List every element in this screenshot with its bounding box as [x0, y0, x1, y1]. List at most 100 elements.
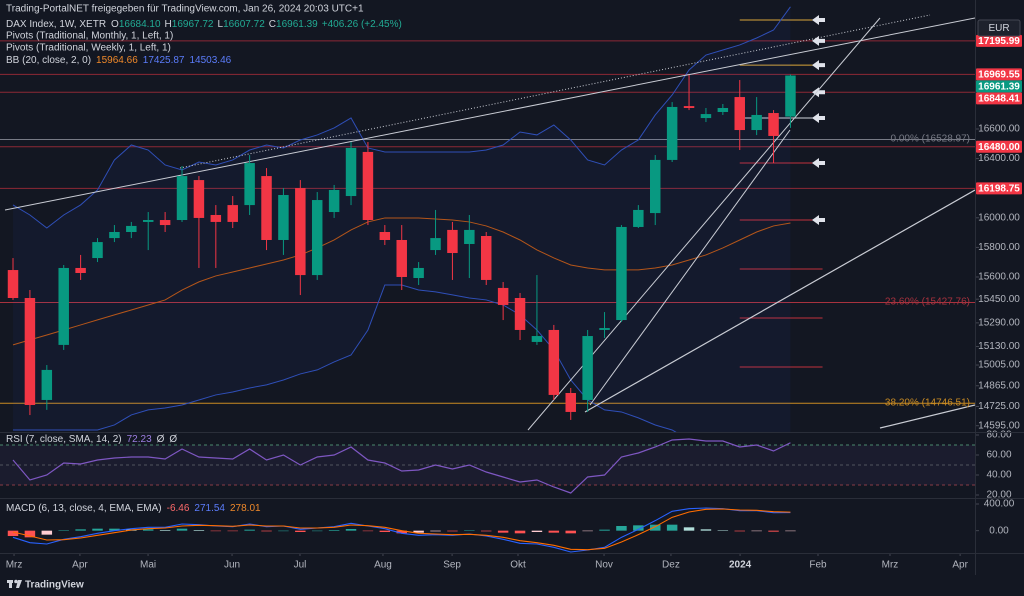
macd-histogram-bar: [328, 530, 340, 531]
y-tick-label: 14725.00: [978, 401, 1020, 412]
x-tick-label: Nov: [595, 560, 613, 571]
price-pane: [0, 6, 975, 432]
signal-line: [12, 508, 791, 551]
macd-histogram-bar: [514, 530, 526, 534]
macd-histogram-bar: [531, 530, 543, 532]
candle-body: [616, 226, 627, 321]
candles: [7, 74, 796, 420]
change: +406.26 (+2.45%): [322, 19, 402, 30]
y-tick-label: 15800.00: [978, 242, 1020, 253]
rsi-extra: Ø: [169, 434, 177, 445]
candle-body: [210, 214, 222, 222]
macd-histogram-bar: [650, 524, 661, 531]
y-tick-label: 15005.00: [978, 360, 1020, 371]
field-key: O: [111, 19, 119, 30]
legend-pivots-weekly: Pivots (Traditional, Weekly, 1, Left, 1): [6, 43, 171, 54]
price-label-box: [976, 34, 1022, 47]
x-tick-label: 2024: [729, 560, 752, 571]
candle-body: [92, 242, 103, 259]
macd-y-tick-label: 0.00: [989, 525, 1009, 536]
candle-body: [531, 336, 543, 342]
candle-body: [480, 235, 492, 280]
candle-body: [328, 189, 340, 213]
macd-histogram-bar: [142, 529, 154, 531]
candle-body: [396, 239, 407, 277]
macd-histogram-bar: [58, 530, 69, 531]
x-tick-label: Dez: [662, 560, 680, 571]
candle-body: [311, 200, 323, 276]
macd-histogram-bar: [210, 530, 222, 532]
candle-body: [109, 232, 120, 239]
macd-histogram-bar: [447, 530, 458, 532]
bb-upper: [12, 6, 791, 229]
candle-body: [126, 225, 137, 233]
macd-histogram-bar: [261, 530, 272, 532]
field-key: C: [269, 19, 276, 30]
macd-histogram-bar: [295, 530, 306, 532]
macd-histogram-bar: [109, 528, 120, 531]
candle-body: [193, 180, 205, 218]
x-tick-label: Aug: [374, 560, 392, 571]
trendline: [589, 129, 791, 406]
trendline: [4, 17, 975, 211]
currency[interactable]: EUR: [988, 23, 1009, 34]
candle-body: [717, 107, 729, 112]
y-tick-label: 16600.00: [978, 124, 1020, 135]
candle-body: [751, 114, 762, 131]
axes: 16600.00 16400.00 16000.00 15800.00 15600.00…: [6, 34, 1022, 571]
candle-body: [785, 75, 796, 117]
macd-histogram-bar: [616, 526, 627, 531]
candle-body: [75, 267, 86, 273]
candle-body: [599, 328, 610, 330]
symbol: DAX Index, 1W, XETR: [6, 19, 106, 30]
candle-body: [142, 220, 154, 222]
price-label: 16198.75: [978, 184, 1020, 195]
candle-body: [768, 113, 779, 136]
candle-body: [734, 97, 745, 131]
signal-value: 278.01: [230, 503, 261, 514]
macd-histogram-bar: [227, 530, 238, 532]
x-tick-label: Mrz: [882, 560, 899, 571]
candle-body: [244, 163, 255, 206]
candle-body: [379, 232, 391, 240]
footer-logo: [7, 579, 22, 588]
macd-histogram-bar: [666, 524, 678, 531]
macd-histogram-bar: [464, 530, 475, 531]
macd-histogram-bar: [92, 528, 103, 531]
legend-macd: MACD (6, 13, close, 4, EMA, EMA) -6.46 271…: [6, 503, 261, 514]
macd-histogram-bar: [599, 529, 610, 531]
macd-histogram-bar: [430, 530, 441, 532]
currency-box[interactable]: [977, 19, 1021, 37]
macd-histogram-bar: [683, 527, 695, 531]
legend-bb: BB (20, close, 2, 0) 15964.66 17425.87 1450…: [6, 55, 232, 66]
rsi-extra: Ø: [157, 434, 165, 445]
x-tick-label: Feb: [809, 560, 827, 571]
price-label: 16480.00: [978, 142, 1020, 153]
macd-histogram-bar: [345, 529, 357, 531]
rsi-pane: [0, 438, 975, 494]
macd-histogram-bar: [548, 530, 560, 533]
x-tick-label: Jul: [294, 560, 307, 571]
rsi-y-tick-label: 60.00: [986, 450, 1011, 461]
x-tick-label: Apr: [952, 560, 968, 571]
price-label-box: [976, 92, 1022, 105]
field-value: 16684.10: [119, 19, 161, 30]
macd-histogram-bar: [633, 525, 644, 531]
macd-title: MACD (6, 13, close, 4, EMA, EMA): [6, 503, 162, 514]
macd-histogram-bar: [41, 530, 53, 535]
pivot-arrow: [812, 87, 825, 98]
candle-body: [582, 336, 593, 400]
footer-brand: TradingView: [25, 580, 84, 591]
y-tick-label: 15600.00: [978, 272, 1020, 283]
y-tick-label: 16400.00: [978, 153, 1020, 164]
candle-body: [666, 106, 678, 160]
candle-body: [464, 229, 475, 244]
macd-histogram-bar: [244, 529, 255, 531]
candle-body: [7, 270, 19, 299]
x-tick-label: Mai: [140, 560, 156, 571]
field-value: 16607.72: [223, 19, 265, 30]
macd-histogram-bar: [7, 530, 19, 536]
fib-label: 38.20% (14746.51): [885, 397, 970, 408]
y-tick-label: 14865.00: [978, 380, 1020, 391]
pivot-arrow: [812, 60, 825, 71]
